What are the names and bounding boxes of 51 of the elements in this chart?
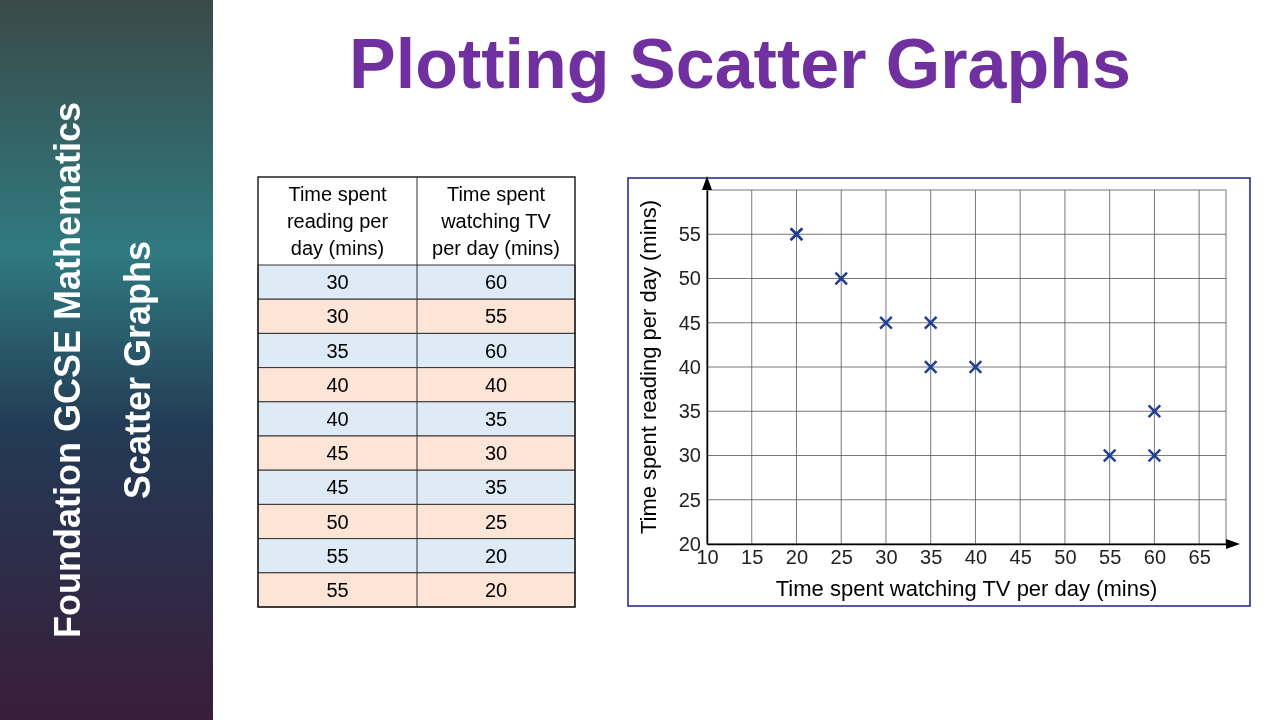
- point: [968, 359, 983, 375]
- y-tick-label: 30: [678, 444, 701, 467]
- x-tick-label: 35: [920, 546, 943, 569]
- text: 40: [326, 407, 349, 430]
- text: 45: [326, 442, 349, 465]
- x-tick-label: 20: [785, 546, 809, 569]
- text: 50: [326, 510, 349, 533]
- y-tick-label: 25: [678, 488, 701, 511]
- chart-title: Plotting Scatter Graphs: [349, 25, 1131, 103]
- point: [923, 315, 938, 330]
- y-tick-label: 35: [678, 400, 701, 423]
- x-tick-label: 50: [1054, 546, 1077, 569]
- point: [1147, 448, 1162, 463]
- text: 40: [484, 373, 508, 396]
- x-tick-label: 25: [830, 546, 853, 569]
- text: 60: [484, 339, 508, 362]
- text: Foundation GCSE Mathematics: [47, 101, 88, 639]
- x-tick-label: 40: [964, 546, 988, 569]
- point: [1147, 404, 1162, 419]
- x-tick-label: 55: [1099, 546, 1122, 569]
- x-tick-label: 30: [875, 546, 898, 569]
- text: 55: [484, 305, 508, 328]
- point: [1102, 448, 1117, 463]
- y-axis-title: Time spent reading per day (mins): [636, 199, 661, 535]
- point: [878, 315, 894, 330]
- text: Time spent watching TV per day (mins): [432, 183, 560, 259]
- y-tick-label: 40: [678, 355, 701, 378]
- text: 20: [484, 578, 508, 601]
- x-tick-label: 15: [741, 546, 764, 569]
- point: [923, 359, 938, 375]
- x-tick-label: 45: [1009, 546, 1032, 569]
- y-tick-label: 45: [678, 311, 701, 334]
- text: Scatter Graphs: [117, 240, 158, 500]
- text: 25: [484, 510, 508, 533]
- y-tick-label: 50: [678, 267, 701, 290]
- text: 55: [326, 578, 349, 601]
- text: 60: [484, 271, 508, 294]
- text: 45: [326, 476, 349, 499]
- x-tick-label: 65: [1188, 546, 1211, 569]
- text: Time spent reading per day (mins): [286, 183, 389, 259]
- text: 35: [484, 476, 508, 499]
- x-axis-title: Time spent watching TV per day (mins): [775, 576, 1158, 601]
- text: 30: [326, 271, 349, 294]
- x-tick-label: 60: [1143, 546, 1167, 569]
- y-tick-label: 55: [678, 223, 701, 246]
- text: 40: [326, 373, 349, 396]
- point: [834, 271, 849, 286]
- text: 35: [326, 339, 349, 362]
- text: 30: [484, 442, 508, 465]
- text: 35: [484, 407, 508, 430]
- text: 30: [326, 305, 349, 328]
